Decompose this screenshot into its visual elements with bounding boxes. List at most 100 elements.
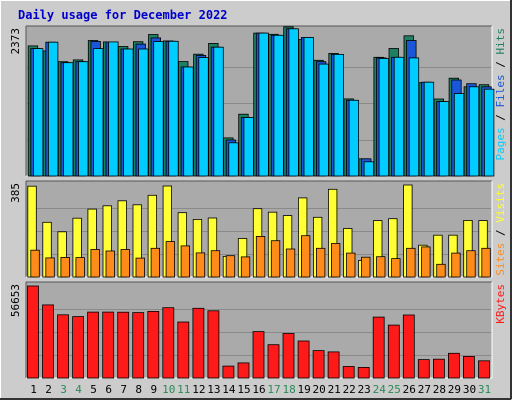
x-tick-label-day-4: 4 — [75, 383, 82, 396]
bar-sites-day-3 — [60, 256, 70, 278]
bar-pages-day-28 — [438, 101, 450, 177]
bar-pages-day-21 — [333, 54, 344, 177]
bar-pages-day-23 — [363, 161, 375, 177]
bar-sites-day-20 — [315, 247, 326, 278]
bar-pages-day-11 — [183, 66, 194, 177]
bar-pages-day-6 — [108, 41, 119, 177]
x-tick-label-day-25: 25 — [388, 383, 401, 396]
bar-sites-day-8 — [135, 257, 145, 278]
bar-sites-day-10 — [165, 241, 176, 278]
bar-pages-day-5 — [93, 48, 104, 177]
legend-entry: Sites — [494, 243, 507, 276]
bar-pages-day-4 — [78, 61, 89, 177]
bar-pages-day-22 — [348, 99, 360, 177]
panel-middle: 385 Sites / Visits — [9, 180, 507, 278]
bar-sites-day-18 — [285, 248, 296, 278]
bar-kbytes-day-21 — [327, 351, 340, 379]
bar-pages-day-29 — [453, 93, 465, 177]
bar-pages-day-24 — [378, 58, 390, 177]
bar-kbytes-day-29 — [447, 352, 460, 379]
bar-pages-day-15 — [243, 117, 254, 177]
bar-kbytes-day-24 — [372, 316, 385, 379]
bar-kbytes-day-1 — [27, 285, 39, 379]
bar-sites-day-2 — [45, 257, 55, 278]
legend-entry: Pages — [494, 127, 507, 160]
bar-sites-day-19 — [300, 235, 311, 278]
bar-sites-day-25 — [391, 258, 401, 278]
bar-sites-day-22 — [346, 252, 356, 278]
bar-pages-day-14 — [228, 142, 239, 177]
bar-sites-day-31 — [481, 247, 491, 278]
x-tick-label-day-26: 26 — [403, 383, 416, 396]
bar-pages-day-26 — [408, 57, 420, 177]
legend-top: Pages / Files / Hits — [494, 28, 507, 161]
x-tick-label-day-10: 10 — [162, 383, 175, 396]
bar-sites-day-7 — [120, 249, 130, 278]
x-tick-label-day-23: 23 — [358, 383, 371, 396]
x-tick-label-day-12: 12 — [192, 383, 205, 396]
x-tick-label-day-17: 17 — [267, 383, 280, 396]
bar-sites-day-29 — [451, 252, 461, 278]
bar-sites-day-12 — [195, 252, 206, 278]
bar-pages-day-30 — [468, 86, 480, 177]
bar-kbytes-day-4 — [72, 316, 84, 379]
x-tick-label-day-14: 14 — [222, 383, 236, 396]
x-tick-label-day-11: 11 — [177, 383, 190, 396]
x-tick-label-day-5: 5 — [90, 383, 97, 396]
bar-kbytes-day-2 — [42, 304, 54, 379]
bar-sites-day-24 — [376, 256, 386, 278]
bar-kbytes-day-30 — [462, 355, 475, 379]
bar-kbytes-day-22 — [342, 366, 355, 379]
x-tick-label-day-15: 15 — [237, 383, 250, 396]
x-tick-label-day-9: 9 — [150, 383, 157, 396]
bar-pages-day-9 — [153, 41, 164, 177]
x-tick-label-day-20: 20 — [312, 383, 325, 396]
x-tick-label-day-28: 28 — [433, 383, 446, 396]
bar-kbytes-day-31 — [478, 360, 490, 379]
bar-kbytes-day-13 — [207, 310, 220, 379]
x-tick-label-day-3: 3 — [60, 383, 67, 396]
bar-pages-day-25 — [393, 56, 405, 177]
bar-kbytes-day-19 — [297, 340, 310, 379]
bar-kbytes-day-20 — [312, 350, 325, 379]
bar-kbytes-day-28 — [432, 358, 445, 379]
bar-pages-day-31 — [483, 88, 495, 177]
bar-kbytes-day-9 — [147, 310, 160, 379]
bar-kbytes-day-8 — [132, 312, 145, 379]
bar-kbytes-day-7 — [117, 311, 130, 379]
bar-kbytes-day-17 — [267, 344, 280, 379]
bar-pages-day-7 — [123, 48, 134, 177]
legend-entry: Visits — [494, 183, 507, 223]
bar-pages-day-18 — [288, 28, 299, 177]
x-tick-label-day-29: 29 — [448, 383, 461, 396]
x-tick-label-day-16: 16 — [252, 383, 265, 396]
legend-entry: KBytes — [494, 284, 507, 324]
bar-sites-day-13 — [210, 250, 221, 278]
bar-kbytes-day-16 — [252, 331, 265, 379]
bar-kbytes-day-11 — [177, 321, 190, 379]
x-tick-label-day-13: 13 — [207, 383, 220, 396]
bar-sites-day-17 — [270, 240, 281, 278]
panel-top: 2373 Pages / Files / Hits — [9, 25, 507, 177]
bar-pages-day-19 — [303, 37, 314, 177]
x-tick-label-day-18: 18 — [282, 383, 295, 396]
x-tick-label-day-19: 19 — [297, 383, 310, 396]
bar-sites-day-9 — [150, 247, 161, 278]
bar-kbytes-day-18 — [282, 333, 295, 379]
bar-sites-day-21 — [330, 243, 341, 278]
bar-sites-day-30 — [466, 250, 476, 278]
bar-pages-day-12 — [198, 57, 209, 177]
bar-sites-day-16 — [255, 235, 266, 278]
legend-entry: / — [494, 55, 507, 75]
x-tick-label-day-22: 22 — [343, 383, 356, 396]
bar-sites-day-26 — [406, 247, 416, 278]
x-tick-label-day-2: 2 — [45, 383, 52, 396]
legend-entry: Files — [494, 74, 507, 107]
bar-kbytes-day-3 — [57, 314, 69, 379]
bar-sites-day-1 — [30, 249, 40, 278]
x-tick-label-day-24: 24 — [373, 383, 387, 396]
bar-pages-day-13 — [213, 46, 224, 177]
bar-sites-day-4 — [75, 257, 85, 278]
x-tick-label-day-7: 7 — [120, 383, 127, 396]
